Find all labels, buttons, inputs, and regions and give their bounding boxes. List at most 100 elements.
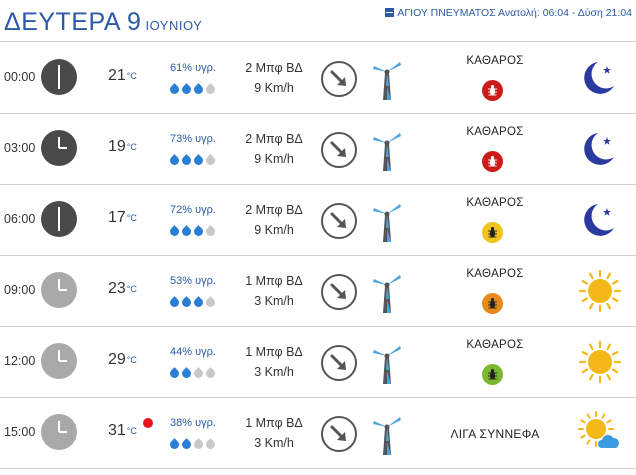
wind-beaufort: 1 Μπφ ΒΔ xyxy=(245,416,303,430)
hourly-forecast-list: 00:00 21°C 61% υγρ. 2 Μπφ ΒΔ 9 Km/h ΚΑΘΑ… xyxy=(0,43,636,469)
sun-icon xyxy=(578,269,622,313)
humidity-label: 72% υγρ. xyxy=(170,204,216,216)
drop-icon xyxy=(192,154,205,167)
saint-sun-text: ΑΓΙΟΥ ΠΝΕΥΜΑΤΟΣ Ανατολή: 06:04 - Δύση 21… xyxy=(397,7,632,19)
condition-label: ΛΙΓΑ ΣΥΝΝΕΦΑ xyxy=(450,427,540,441)
time-label: 12:00 xyxy=(4,354,36,368)
drop-icon xyxy=(204,296,217,309)
clock-icon xyxy=(41,201,77,237)
forecast-row: 00:00 21°C 61% υγρ. 2 Μπφ ΒΔ 9 Km/h ΚΑΘΑ… xyxy=(0,43,636,114)
clock-icon xyxy=(41,343,77,379)
wind-speed: 9 Km/h xyxy=(254,223,294,237)
humidity-drops xyxy=(168,81,218,96)
drop-icon xyxy=(204,83,217,96)
uv-badge-icon xyxy=(482,293,503,314)
drop-icon xyxy=(168,296,181,309)
saint-sun-info: ΑΓΙΟΥ ΠΝΕΥΜΑΤΟΣ Ανατολή: 06:04 - Δύση 21… xyxy=(385,7,632,19)
moon-icon xyxy=(578,127,622,171)
temperature: 19°C xyxy=(108,138,137,155)
temperature: 31°C xyxy=(108,422,137,439)
wind-beaufort: 2 Μπφ ΒΔ xyxy=(245,61,303,75)
condition-label: ΚΑΘΑΡΟΣ xyxy=(466,55,524,67)
moon-icon xyxy=(578,198,622,242)
temperature: 21°C xyxy=(108,67,137,84)
condition-label: ΚΑΘΑΡΟΣ xyxy=(466,268,524,280)
drop-icon xyxy=(168,438,181,451)
forecast-row: 06:00 17°C 72% υγρ. 2 Μπφ ΒΔ 9 Km/h ΚΑΘΑ… xyxy=(0,185,636,256)
humidity-drops xyxy=(168,294,218,309)
forecast-row: 12:00 29°C 44% υγρ. 1 Μπφ ΒΔ 3 Km/h ΚΑΘΑ… xyxy=(0,327,636,398)
temperature: 29°C xyxy=(108,351,137,368)
time-label: 09:00 xyxy=(4,283,36,297)
temperature: 23°C xyxy=(108,280,137,297)
drop-icon xyxy=(192,83,205,96)
wind-speed: 3 Km/h xyxy=(254,365,294,379)
clock-icon xyxy=(41,59,77,95)
sun-icon xyxy=(578,340,622,384)
forecast-row: 15:00 31°C 38% υγρ. 1 Μπφ ΒΔ 3 Km/h ΛΙΓΑ… xyxy=(0,398,636,469)
wind-beaufort: 1 Μπφ ΒΔ xyxy=(245,345,303,359)
drop-icon xyxy=(192,367,205,380)
wind-turbine-icon xyxy=(370,199,404,243)
drop-icon xyxy=(192,438,205,451)
condition-label: ΚΑΘΑΡΟΣ xyxy=(466,197,524,209)
drop-icon xyxy=(204,438,217,451)
time-label: 00:00 xyxy=(4,70,36,84)
wind-speed: 9 Km/h xyxy=(254,152,294,166)
temperature: 17°C xyxy=(108,209,137,226)
wind-direction-icon xyxy=(321,274,357,310)
drop-icon xyxy=(204,367,217,380)
wind-direction-icon xyxy=(321,61,357,97)
wind-direction-icon xyxy=(321,345,357,381)
wind-speed: 3 Km/h xyxy=(254,294,294,308)
uv-badge-icon xyxy=(482,151,503,172)
uv-badge-icon xyxy=(482,80,503,101)
condition-label: ΚΑΘΑΡΟΣ xyxy=(466,126,524,138)
drop-icon xyxy=(168,225,181,238)
forecast-header: ΔΕΥΤΕΡΑ 9 ΙΟΥΝΙΟΥ ΑΓΙΟΥ ΠΝΕΥΜΑΤΟΣ Ανατολή… xyxy=(0,0,636,42)
uv-badge-icon xyxy=(482,222,503,243)
drop-icon xyxy=(168,154,181,167)
drop-icon xyxy=(168,367,181,380)
humidity-drops xyxy=(168,152,218,167)
wind-direction-icon xyxy=(321,416,357,452)
drop-icon xyxy=(204,154,217,167)
heat-warning-icon xyxy=(143,418,153,428)
condition-label: ΚΑΘΑΡΟΣ xyxy=(466,339,524,351)
time-label: 06:00 xyxy=(4,212,36,226)
humidity-label: 61% υγρ. xyxy=(170,62,216,74)
drop-icon xyxy=(180,367,193,380)
sun-cloud-icon xyxy=(578,411,622,455)
drop-icon xyxy=(180,154,193,167)
time-label: 03:00 xyxy=(4,141,36,155)
drop-icon xyxy=(192,296,205,309)
wind-speed: 3 Km/h xyxy=(254,436,294,450)
drop-icon xyxy=(180,438,193,451)
wind-direction-icon xyxy=(321,132,357,168)
drop-icon xyxy=(168,83,181,96)
humidity-label: 38% υγρ. xyxy=(170,417,216,429)
time-label: 15:00 xyxy=(4,425,36,439)
calendar-icon xyxy=(385,8,395,17)
humidity-label: 53% υγρ. xyxy=(170,275,216,287)
wind-direction-icon xyxy=(321,203,357,239)
clock-icon xyxy=(41,130,77,166)
drop-icon xyxy=(180,296,193,309)
wind-beaufort: 2 Μπφ ΒΔ xyxy=(245,132,303,146)
wind-turbine-icon xyxy=(370,341,404,385)
humidity-drops xyxy=(168,436,218,451)
month-label: ΙΟΥΝΙΟΥ xyxy=(145,18,203,33)
drop-icon xyxy=(180,83,193,96)
wind-turbine-icon xyxy=(370,412,404,456)
humidity-label: 73% υγρ. xyxy=(170,133,216,145)
forecast-row: 03:00 19°C 73% υγρ. 2 Μπφ ΒΔ 9 Km/h ΚΑΘΑ… xyxy=(0,114,636,185)
clock-icon xyxy=(41,414,77,450)
humidity-drops xyxy=(168,365,218,380)
drop-icon xyxy=(204,225,217,238)
wind-turbine-icon xyxy=(370,128,404,172)
humidity-label: 44% υγρ. xyxy=(170,346,216,358)
drop-icon xyxy=(180,225,193,238)
drop-icon xyxy=(192,225,205,238)
uv-badge-icon xyxy=(482,364,503,385)
wind-speed: 9 Km/h xyxy=(254,81,294,95)
